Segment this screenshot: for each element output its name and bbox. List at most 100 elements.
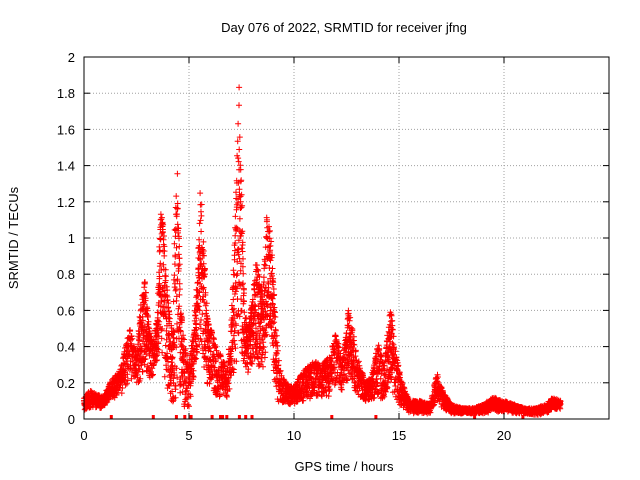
data-point	[237, 166, 244, 173]
data-point	[201, 266, 208, 273]
data-point	[238, 245, 245, 252]
zero-marker	[221, 415, 225, 419]
data-point	[240, 280, 246, 287]
data-point	[251, 301, 258, 308]
data-point	[194, 280, 201, 286]
data-point	[171, 240, 178, 247]
y-tick-label: 1.2	[57, 195, 75, 210]
data-points	[81, 84, 564, 419]
data-point	[176, 261, 183, 268]
data-point	[234, 270, 241, 277]
data-point	[176, 303, 183, 310]
y-tick-label: 0.6	[57, 303, 75, 318]
data-point	[169, 388, 175, 395]
data-point	[149, 372, 156, 379]
data-point	[236, 84, 243, 91]
data-point	[136, 331, 143, 338]
y-tick-label: 0	[68, 412, 75, 427]
zero-marker	[189, 415, 193, 419]
data-point	[174, 276, 181, 283]
data-point	[272, 327, 279, 334]
data-point	[128, 375, 135, 382]
data-point	[239, 263, 246, 270]
data-point	[232, 213, 239, 220]
data-point	[128, 333, 135, 339]
data-point	[200, 238, 207, 245]
data-point	[206, 339, 213, 345]
data-point	[180, 332, 187, 339]
data-point	[194, 300, 201, 307]
data-point	[217, 352, 224, 359]
data-point	[318, 393, 325, 400]
data-point	[273, 350, 280, 357]
data-point	[135, 379, 142, 386]
data-point	[193, 315, 200, 322]
data-point	[262, 262, 269, 269]
data-point	[239, 202, 246, 209]
data-point	[235, 237, 242, 244]
data-point	[168, 325, 175, 331]
data-point	[236, 134, 243, 141]
data-point	[209, 329, 215, 336]
data-point	[123, 380, 130, 387]
data-point	[270, 279, 277, 286]
data-point	[231, 315, 238, 322]
data-point	[157, 235, 164, 242]
data-point	[241, 298, 247, 305]
data-point	[238, 260, 244, 267]
data-point	[173, 344, 180, 351]
data-point	[260, 363, 266, 370]
data-point	[200, 260, 207, 267]
data-point	[163, 327, 170, 334]
data-point	[174, 211, 180, 218]
data-point	[190, 374, 197, 380]
data-point	[300, 397, 307, 404]
data-point	[203, 300, 210, 307]
data-point	[235, 251, 242, 258]
data-point	[194, 349, 201, 356]
data-point	[232, 240, 239, 246]
data-point	[206, 380, 213, 387]
data-point	[183, 395, 190, 402]
data-point	[172, 394, 179, 401]
data-point	[171, 226, 178, 233]
data-point	[135, 362, 142, 369]
data-point	[233, 358, 240, 365]
data-point	[240, 255, 246, 262]
data-point	[241, 309, 248, 316]
zero-marker	[374, 415, 378, 419]
data-point	[212, 343, 219, 350]
data-point	[326, 386, 333, 393]
zero-marker	[174, 415, 178, 419]
data-point	[199, 311, 206, 318]
data-point	[150, 371, 156, 378]
data-point	[245, 366, 252, 373]
data-point	[171, 369, 178, 376]
data-point	[142, 289, 149, 296]
data-point	[255, 363, 262, 370]
data-point	[261, 354, 268, 361]
data-point	[307, 395, 313, 402]
data-point	[249, 296, 256, 303]
data-point	[160, 221, 167, 228]
data-point	[137, 375, 144, 382]
data-point	[174, 320, 180, 327]
data-point	[238, 191, 245, 198]
data-point	[332, 333, 339, 340]
data-point	[145, 324, 152, 331]
data-point	[154, 314, 161, 321]
data-point	[175, 225, 182, 232]
data-point	[196, 341, 203, 348]
data-point	[228, 302, 235, 309]
zero-marker	[521, 415, 525, 419]
data-point	[228, 348, 235, 355]
data-point	[200, 350, 207, 357]
data-point	[165, 300, 172, 307]
data-point	[171, 272, 178, 279]
data-point	[158, 214, 165, 221]
data-point	[239, 281, 246, 288]
data-point	[142, 356, 149, 362]
data-point	[197, 325, 204, 332]
data-point	[161, 248, 168, 255]
